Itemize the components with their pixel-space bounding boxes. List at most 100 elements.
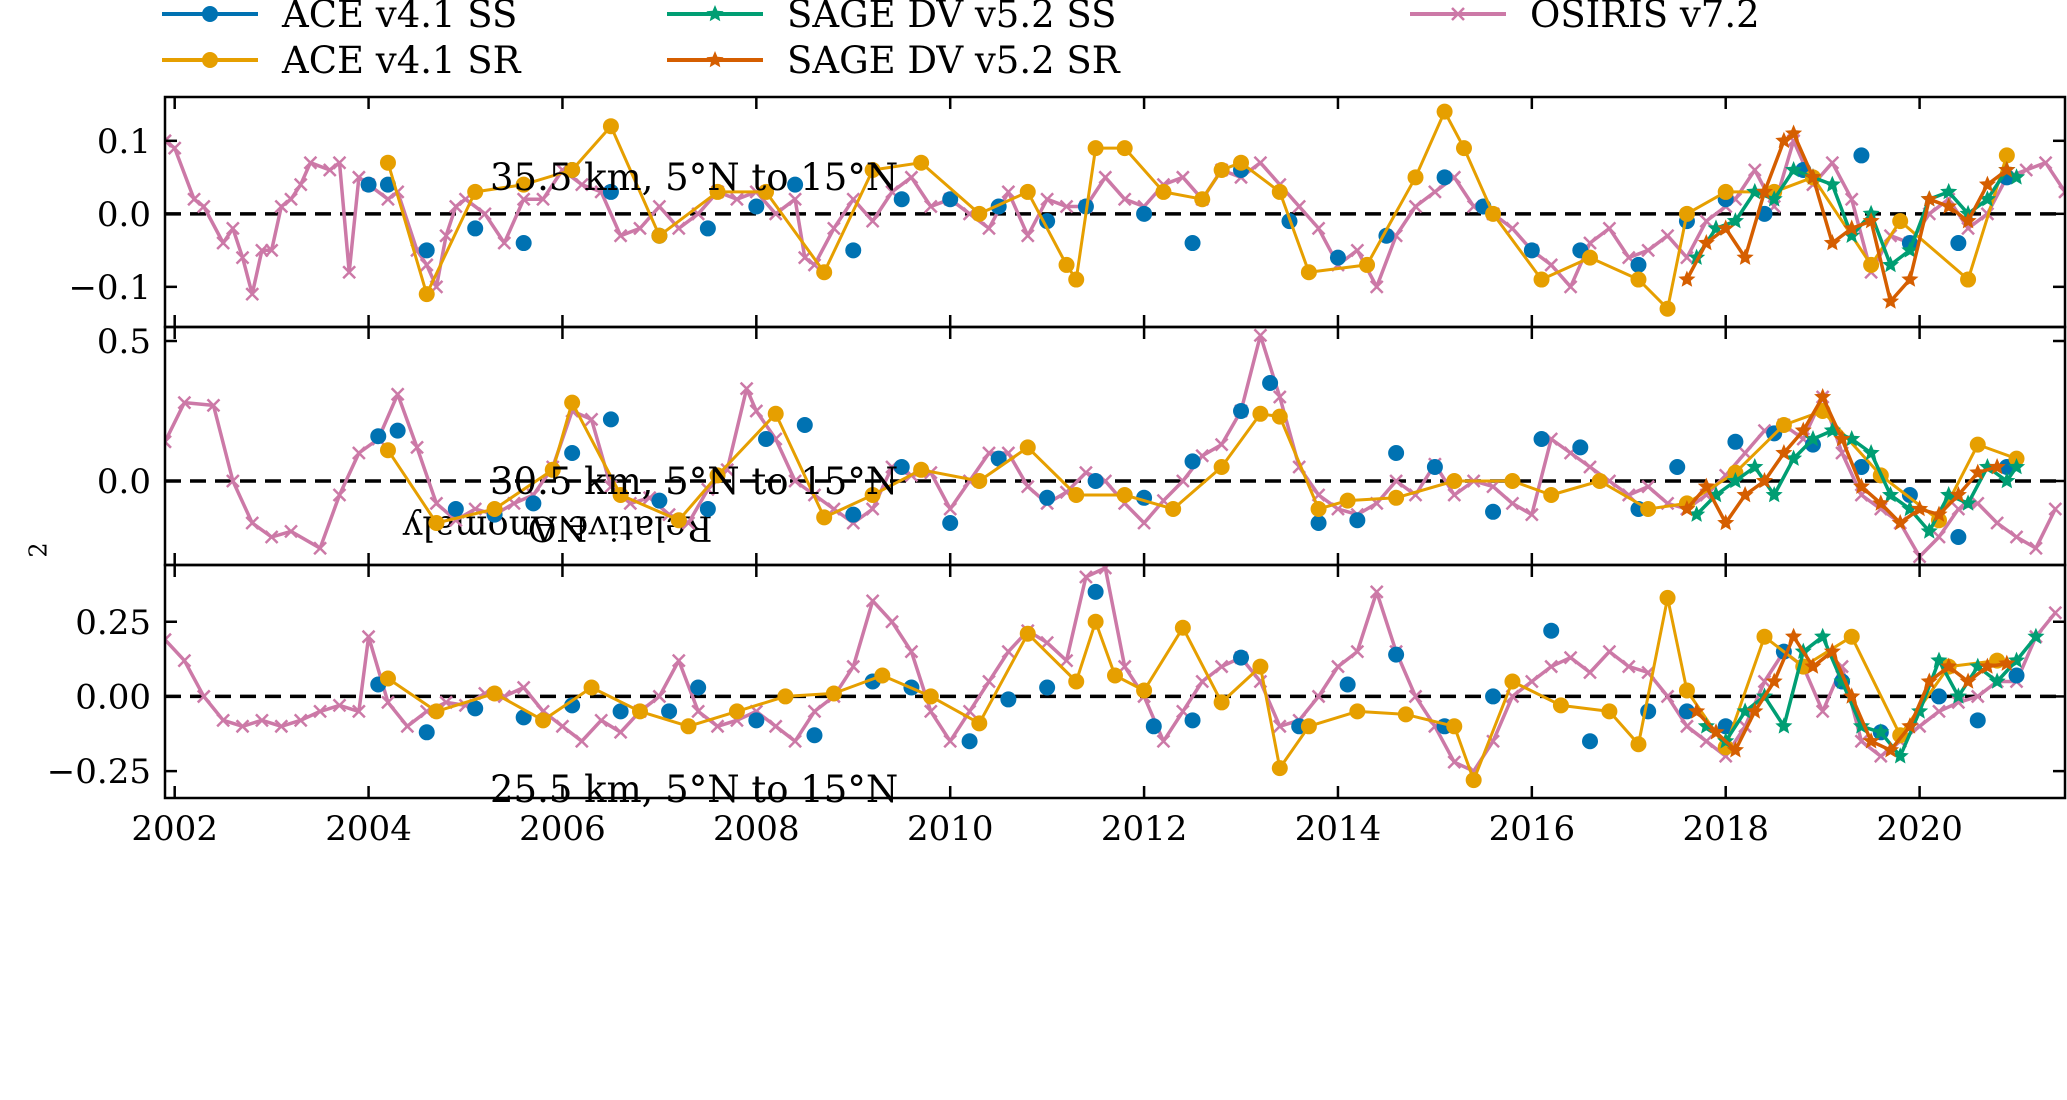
data-point: [758, 431, 775, 447]
data-point: [807, 704, 822, 719]
data-point: [216, 713, 231, 728]
data-point: [165, 434, 172, 449]
data-point: [1660, 689, 1675, 704]
x-tick-label: 2016: [1489, 809, 1576, 849]
data-point: [564, 162, 581, 179]
data-point: [826, 221, 841, 236]
data-point: [1765, 672, 1783, 689]
data-point: [1699, 214, 1714, 229]
data-point: [1039, 213, 1056, 230]
data-point: [2048, 502, 2063, 516]
data-point: [264, 243, 279, 258]
data-point: [2027, 627, 2045, 644]
data-point: [1019, 183, 1036, 200]
legend-label: OSIRIS v7.2: [1530, 0, 1760, 36]
axes-frame: [163, 325, 2067, 567]
data-point: [1039, 679, 1056, 696]
legend-marker-symbol: [1451, 7, 1465, 21]
data-point: [1843, 226, 1861, 243]
data-point: [633, 221, 647, 236]
data-point: [1872, 723, 1890, 740]
data-point: [1678, 682, 1695, 699]
data-point: [351, 446, 366, 460]
data-point: [1765, 190, 1783, 207]
data-point: [1659, 300, 1676, 317]
data-point: [235, 719, 250, 734]
legend-marker-symbol: [202, 6, 218, 22]
data-point: [767, 405, 784, 422]
data-point: [1621, 659, 1636, 674]
data-point: [2038, 155, 2053, 170]
data-point: [1145, 718, 1162, 735]
data-point: [1746, 702, 1764, 719]
data-point: [1485, 503, 1502, 520]
panel-title-30km: 30.5 km, 5°N to 15°N: [490, 460, 899, 503]
data-point: [1397, 706, 1414, 723]
legend-item-osiris: OSIRIS v7.2: [1408, 0, 1760, 36]
data-point: [165, 632, 172, 647]
data-point: [1988, 458, 2006, 475]
data-point: [1087, 473, 1104, 489]
data-point: [274, 199, 289, 214]
data-point: [381, 192, 395, 207]
data-point: [1455, 140, 1472, 157]
data-point: [1000, 691, 1017, 708]
data-point: [2058, 185, 2065, 199]
data-point: [486, 685, 503, 702]
data-point: [1988, 672, 2006, 689]
data-point: [961, 733, 978, 750]
data-point: [1213, 459, 1230, 475]
data-point: [1823, 175, 1841, 192]
data-point: [467, 700, 484, 717]
data-point: [1765, 486, 1783, 503]
series-line: [387, 596, 1998, 782]
legend-label: SAGE DV v5.2 SR: [787, 38, 1120, 82]
data-point: [1660, 228, 1675, 243]
data-point: [1388, 445, 1405, 461]
data-point: [1300, 264, 1317, 281]
data-point: [1098, 565, 1113, 575]
y-tick-label: 0.1: [97, 122, 151, 162]
data-point: [1136, 682, 1153, 699]
data-point: [1940, 182, 1958, 200]
data-point: [971, 205, 988, 222]
data-point: [225, 221, 240, 236]
data-point: [1746, 182, 1764, 200]
data-point: [1079, 570, 1093, 584]
data-point: [1726, 472, 1744, 489]
data-point: [1699, 734, 1714, 749]
data-point: [1746, 458, 1764, 475]
data-point: [1583, 460, 1597, 474]
data-point: [332, 698, 347, 713]
data-point: [2048, 605, 2063, 620]
data-point: [177, 653, 192, 668]
data-point: [1707, 723, 1725, 740]
legend-label: ACE v4.1 SR: [282, 38, 521, 82]
data-point: [284, 524, 298, 539]
data-point: [486, 501, 503, 517]
data-point: [1408, 689, 1423, 704]
data-point: [874, 667, 891, 684]
data-point: [825, 685, 842, 702]
data-point: [1272, 719, 1287, 734]
data-point: [467, 220, 484, 237]
data-point: [913, 154, 930, 171]
data-point: [904, 170, 919, 185]
data-point: [1436, 103, 1453, 120]
data-point: [1214, 659, 1229, 674]
data-point: [816, 264, 833, 281]
x-tick-label: 2008: [713, 809, 800, 849]
data-point: [1486, 479, 1500, 494]
data-point: [1951, 502, 1966, 516]
data-point: [1932, 530, 1946, 544]
legend-marker-ace-ss: [162, 6, 258, 22]
data-point: [1116, 140, 1133, 157]
data-point: [1747, 163, 1762, 177]
data-point: [971, 473, 988, 489]
data-point: [1804, 430, 1822, 447]
data-point: [942, 191, 959, 208]
data-point: [428, 703, 445, 720]
data-point: [1563, 650, 1578, 665]
data-point: [1970, 689, 1985, 704]
data-point: [1233, 649, 1250, 666]
